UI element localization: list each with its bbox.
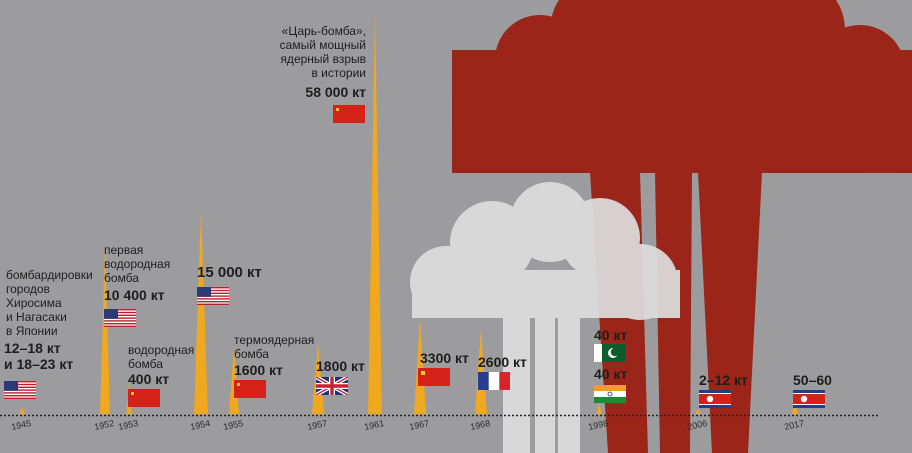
- usa-flag-icon: [4, 381, 36, 399]
- event-note-line: Хиросима: [6, 296, 62, 310]
- event-value: 58 000 кт: [305, 84, 366, 100]
- pakistan-flag-icon: [594, 344, 626, 362]
- event-note-line: водородная: [128, 343, 195, 357]
- yield-spikes: [19, 14, 798, 414]
- event-note-line: первая: [104, 243, 144, 257]
- event-value: 1800 кт: [316, 358, 365, 374]
- year-tick-label: 1961: [363, 418, 385, 432]
- event-value: 12–18 кт: [4, 340, 61, 356]
- event-note-line: в Японии: [6, 324, 58, 338]
- france-flag-icon: [478, 372, 510, 390]
- year-tick-label: 1968: [469, 418, 491, 432]
- year-tick-label: 1953: [117, 418, 139, 432]
- year-tick-label: 1967: [408, 418, 430, 432]
- yield-spike-1998: [596, 403, 602, 414]
- north-korea-flag-icon: [699, 390, 731, 408]
- north-korea-flag-icon: [793, 390, 825, 408]
- china-flag-icon: [418, 368, 450, 386]
- event-value: 2600 кт: [478, 354, 527, 370]
- india-flag-icon: [594, 385, 626, 403]
- yield-spike-2006: [695, 408, 701, 414]
- event-value: 400 кт: [128, 371, 170, 387]
- year-tick-label: 1998: [587, 418, 609, 432]
- year-tick-label: 1955: [222, 418, 244, 432]
- yield-spike-1961: [368, 14, 382, 414]
- ussr-flag-icon: [333, 105, 365, 123]
- uk-flag-icon: [316, 377, 348, 395]
- white-mushroom-cloud: [410, 182, 680, 453]
- event-note-line: водородная: [104, 257, 171, 271]
- year-ticks: 1945 1952 1953 1954 1955 1957 1961 1967 1968 1998…: [10, 418, 805, 432]
- event-note-line: бомба: [104, 271, 139, 285]
- yield-spike-1952: [100, 244, 110, 414]
- event-note-line: бомбардировки: [6, 268, 93, 282]
- year-tick-label: 1952: [93, 418, 115, 432]
- event-value: 50–60: [793, 372, 832, 388]
- event-note-line: термоядерная: [234, 333, 315, 347]
- event-note-line: ядерный взрыв: [280, 52, 366, 66]
- event-note-line: бомба: [234, 347, 269, 361]
- event-value: 40 кт: [594, 366, 628, 382]
- event-note-line: бомба: [128, 357, 163, 371]
- year-tick-label: 1954: [189, 418, 211, 432]
- ussr-flag-icon: [128, 389, 160, 407]
- yield-spike-1967: [414, 318, 426, 414]
- year-tick-label: 2006: [686, 418, 708, 432]
- event-note-line: в истории: [311, 66, 366, 80]
- event-note-line: и Нагасаки: [6, 310, 67, 324]
- yield-spike-1954: [194, 210, 208, 414]
- yield-spike-1968: [475, 329, 487, 414]
- event-note-line: «Царь-бомба»,: [281, 24, 366, 38]
- usa-flag-icon: [197, 287, 229, 305]
- event-value: 15 000 кт: [197, 264, 262, 281]
- event-value: 2–12 кт: [699, 372, 748, 388]
- event-value: 40 кт: [594, 327, 628, 343]
- event-value: 1600 кт: [234, 362, 283, 378]
- usa-flag-icon: [104, 309, 136, 327]
- ussr-flag-icon: [234, 380, 266, 398]
- event-value: 3300 кт: [420, 350, 469, 366]
- year-tick-label: 1957: [306, 418, 328, 432]
- yield-spike-1945: [19, 406, 25, 414]
- event-value: 10 400 кт: [104, 287, 165, 303]
- event-note-line: городов: [6, 282, 50, 296]
- event-value: и 18–23 кт: [4, 356, 74, 372]
- year-tick-label: 1945: [10, 418, 32, 432]
- red-mushroom-cloud: [452, 0, 912, 453]
- event-note-line: самый мощный: [279, 38, 366, 52]
- year-tick-label: 2017: [783, 418, 805, 432]
